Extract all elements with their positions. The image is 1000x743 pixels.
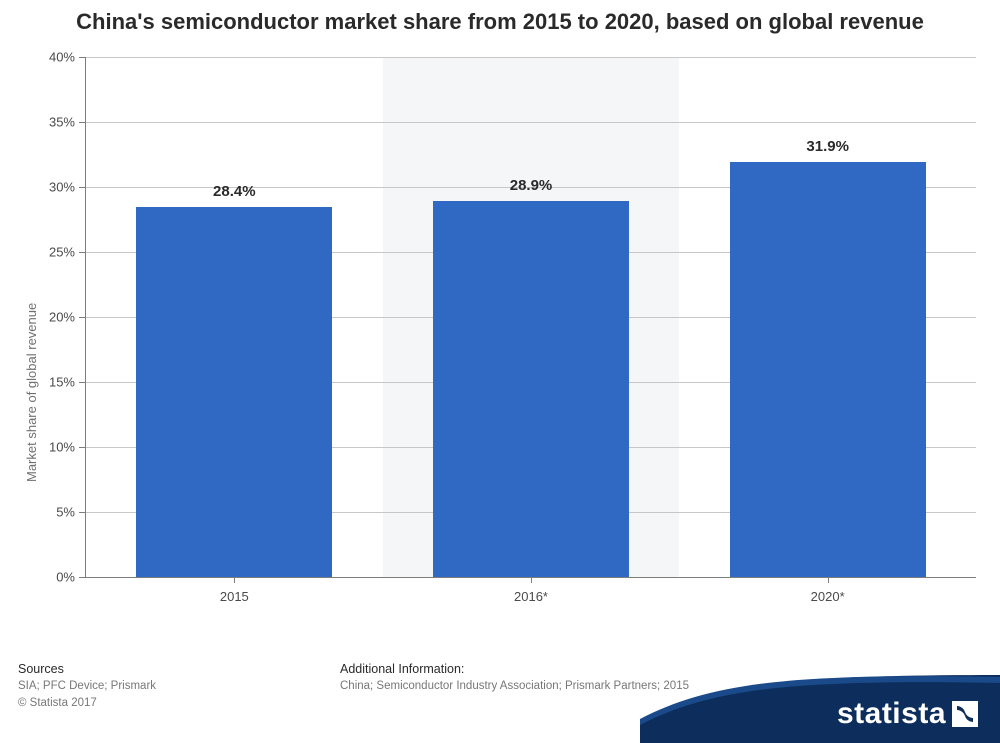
y-tick-label: 15%: [35, 374, 75, 389]
y-tick-mark: [79, 317, 85, 318]
x-tick-mark: [531, 577, 532, 583]
bar: 28.9%: [433, 201, 629, 577]
x-tick-mark: [828, 577, 829, 583]
statista-logo-text: statista: [837, 697, 946, 731]
x-tick-mark: [234, 577, 235, 583]
x-tick-label: 2015: [220, 589, 249, 604]
statista-mark-icon: [952, 701, 978, 727]
y-tick-mark: [79, 512, 85, 513]
bar: 31.9%: [730, 162, 926, 577]
y-axis-title: Market share of global revenue: [24, 302, 39, 481]
statista-banner: statista: [640, 675, 1000, 743]
bar-slot: 201528.4%: [86, 57, 383, 577]
footer-sources-block: Sources SIA; PFC Device; Prismark © Stat…: [18, 660, 156, 711]
chart-area: Market share of global revenue 201528.4%…: [0, 37, 1000, 627]
y-tick-mark: [79, 57, 85, 58]
y-tick-label: 0%: [35, 569, 75, 584]
additional-text: China; Semiconductor Industry Associatio…: [340, 678, 689, 695]
y-tick-label: 40%: [35, 49, 75, 64]
y-tick-mark: [79, 447, 85, 448]
plot-area: 201528.4%2016*28.9%2020*31.9%: [85, 57, 976, 578]
y-tick-label: 30%: [35, 179, 75, 194]
x-tick-label: 2020*: [811, 589, 845, 604]
additional-heading: Additional Information:: [340, 660, 689, 678]
bars-container: 201528.4%2016*28.9%2020*31.9%: [86, 57, 976, 577]
y-tick-label: 25%: [35, 244, 75, 259]
bar-value-label: 28.9%: [510, 177, 553, 194]
bar-value-label: 28.4%: [213, 183, 256, 200]
chart-footer: Sources SIA; PFC Device; Prismark © Stat…: [0, 660, 1000, 743]
bar-value-label: 31.9%: [806, 138, 849, 155]
bar-slot: 2020*31.9%: [679, 57, 976, 577]
x-tick-label: 2016*: [514, 589, 548, 604]
sources-text: SIA; PFC Device; Prismark: [18, 678, 156, 695]
chart-title: China's semiconductor market share from …: [0, 0, 1000, 37]
sources-heading: Sources: [18, 660, 156, 678]
y-tick-label: 10%: [35, 439, 75, 454]
y-tick-label: 5%: [35, 504, 75, 519]
y-tick-mark: [79, 187, 85, 188]
copyright-text: © Statista 2017: [18, 695, 156, 712]
y-tick-mark: [79, 577, 85, 578]
y-tick-mark: [79, 252, 85, 253]
statista-logo: statista: [837, 697, 978, 731]
y-tick-mark: [79, 122, 85, 123]
bar: 28.4%: [136, 207, 332, 576]
y-tick-label: 20%: [35, 309, 75, 324]
y-tick-label: 35%: [35, 114, 75, 129]
bar-slot: 2016*28.9%: [383, 57, 680, 577]
y-tick-mark: [79, 382, 85, 383]
footer-additional-block: Additional Information: China; Semicondu…: [340, 660, 689, 695]
